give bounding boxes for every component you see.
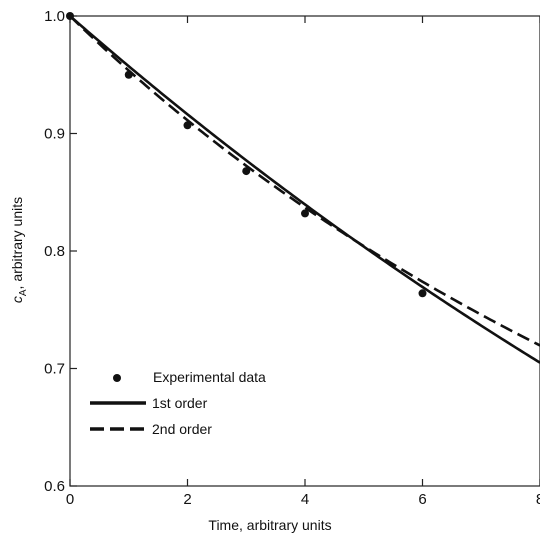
- data-point: [301, 209, 309, 218]
- x-tick-label: 0: [66, 491, 74, 508]
- legend-label: 2nd order: [152, 421, 212, 437]
- data-point: [183, 121, 192, 130]
- ticks: 0 2 4 6 8 0.6 0.7 0.8 0.9 1.0: [44, 8, 540, 508]
- x-tick-label: 8: [536, 491, 540, 508]
- y-axis-title: cA, arbitrary units: [9, 197, 29, 303]
- plot-frame: [69, 15, 540, 487]
- y-tick-label: 0.6: [44, 478, 65, 495]
- y-axis-title-sub: A: [18, 289, 29, 296]
- x-tick-label: 4: [301, 491, 309, 508]
- y-tick-label: 0.9: [44, 126, 65, 143]
- y-tick-label: 1.0: [44, 8, 65, 25]
- legend-label: Experimental data: [153, 369, 266, 385]
- first-order-line: [69, 15, 540, 364]
- data-point: [124, 70, 133, 79]
- data-point: [242, 167, 251, 176]
- x-tick-label: 2: [183, 491, 191, 508]
- y-axis-title-rest: , arbitrary units: [9, 197, 25, 290]
- y-tick-label: 0.7: [44, 361, 65, 378]
- x-tick-label: 6: [418, 491, 426, 508]
- axes: [69, 15, 540, 487]
- legend: Experimental data 1st order 2nd order: [90, 369, 266, 437]
- x-axis-title: Time, arbitrary units: [208, 517, 331, 533]
- data-point: [418, 289, 427, 298]
- y-tick-label: 0.8: [44, 243, 65, 260]
- y-axis-title-main: c: [9, 296, 25, 303]
- second-order-line: [69, 15, 540, 347]
- data-point: [66, 12, 74, 20]
- legend-label: 1st order: [152, 395, 208, 411]
- series-layer: [66, 12, 540, 364]
- legend-marker-experimental: [113, 374, 121, 382]
